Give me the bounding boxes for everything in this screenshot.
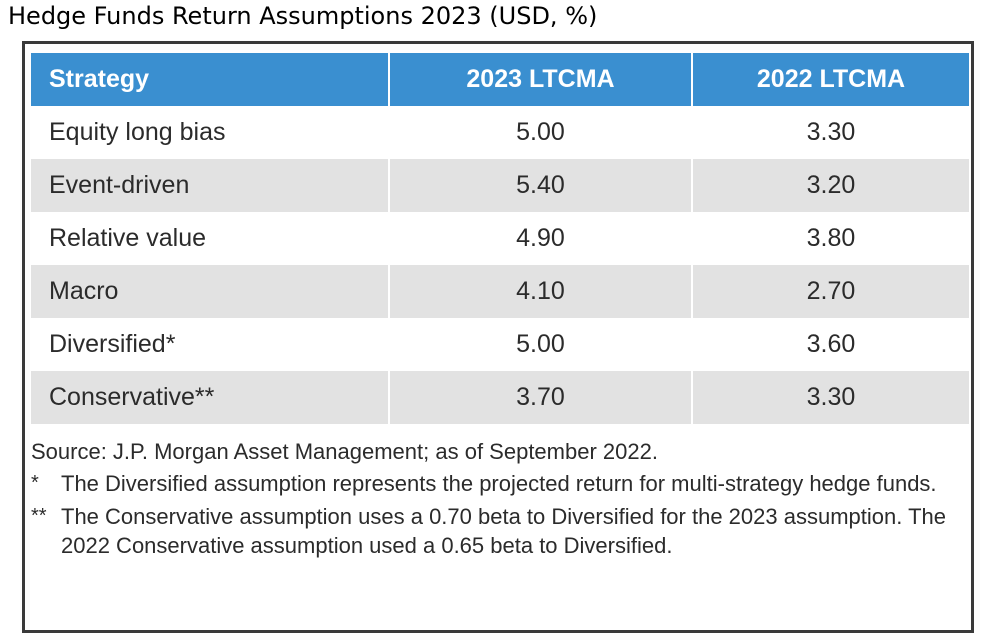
table-row: Relative value 4.90 3.80 — [31, 212, 969, 265]
ltcma-2022-cell: 3.30 — [692, 106, 969, 159]
table-row: Event-driven 5.40 3.20 — [31, 159, 969, 212]
strategy-cell: Relative value — [31, 212, 390, 265]
ltcma-2023-cell: 5.00 — [389, 318, 693, 371]
column-header-2023-ltcma: 2023 LTCMA — [389, 53, 693, 106]
footnote-text: The Conservative assumption uses a 0.70 … — [61, 504, 946, 558]
footnote-mark: ** — [31, 505, 47, 527]
strategy-cell: Diversified* — [31, 318, 390, 371]
strategy-cell: Macro — [31, 265, 390, 318]
ltcma-2023-cell: 5.40 — [389, 159, 693, 212]
ltcma-2022-cell: 2.70 — [692, 265, 969, 318]
data-table: Strategy 2023 LTCMA 2022 LTCMA Equity lo… — [31, 53, 969, 424]
column-header-2022-ltcma: 2022 LTCMA — [692, 53, 969, 106]
table-frame: Strategy 2023 LTCMA 2022 LTCMA Equity lo… — [22, 41, 974, 633]
strategy-cell: Conservative** — [31, 371, 390, 424]
ltcma-2022-cell: 3.60 — [692, 318, 969, 371]
ltcma-2023-cell: 3.70 — [389, 371, 693, 424]
footnote-text: The Diversified assumption represents th… — [61, 471, 937, 496]
ltcma-2023-cell: 4.10 — [389, 265, 693, 318]
source-note: Source: J.P. Morgan Asset Management; as… — [31, 439, 658, 464]
strategy-cell: Event-driven — [31, 159, 390, 212]
page-title: Hedge Funds Return Assumptions 2023 (USD… — [8, 2, 598, 30]
ltcma-2023-cell: 5.00 — [389, 106, 693, 159]
footnote: * The Diversified assumption represents … — [31, 469, 961, 498]
table-row: Equity long bias 5.00 3.30 — [31, 106, 969, 159]
ltcma-2022-cell: 3.30 — [692, 371, 969, 424]
footnote: ** The Conservative assumption uses a 0.… — [31, 502, 961, 560]
column-header-strategy: Strategy — [31, 53, 390, 106]
ltcma-2023-cell: 4.90 — [389, 212, 693, 265]
strategy-cell: Equity long bias — [31, 106, 390, 159]
ltcma-2022-cell: 3.80 — [692, 212, 969, 265]
table-row: Macro 4.10 2.70 — [31, 265, 969, 318]
table-notes: Source: J.P. Morgan Asset Management; as… — [31, 437, 961, 564]
table-row: Conservative** 3.70 3.30 — [31, 371, 969, 424]
table-row: Diversified* 5.00 3.60 — [31, 318, 969, 371]
table-header-row: Strategy 2023 LTCMA 2022 LTCMA — [31, 53, 969, 106]
ltcma-2022-cell: 3.20 — [692, 159, 969, 212]
footnote-mark: * — [31, 472, 39, 494]
